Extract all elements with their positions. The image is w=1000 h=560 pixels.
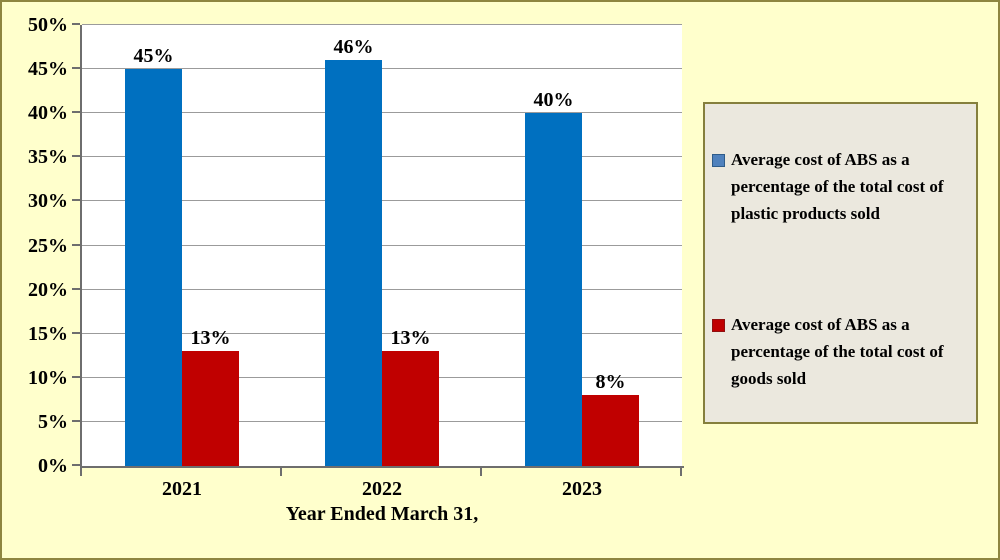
y-tick-label: 10% [28,366,68,389]
x-tick-label: 2023 [562,478,602,500]
bar-blue-2023 [525,113,582,466]
y-tick-label: 20% [28,278,68,301]
gridline [82,244,682,246]
gridline [82,112,682,114]
y-tick-label: 0% [38,455,68,477]
x-axis-tick [680,468,682,476]
y-axis-tick [72,331,80,334]
gridline [82,332,682,334]
gridline [82,200,682,202]
gridline [82,288,682,290]
x-axis-tick [480,468,482,476]
gridline [82,156,682,158]
y-axis-tick [72,243,80,246]
y-tick-label: 35% [28,146,68,169]
bar-value-label: 45% [133,45,174,68]
bar-value-label: 13% [190,327,231,350]
y-tick-label: 45% [28,58,68,81]
y-tick-label: 50% [28,14,68,36]
bar-value-label: 40% [533,89,574,112]
bar-blue-2022 [325,60,382,466]
y-axis-tick [72,111,80,114]
x-tick-label: 2021 [162,478,202,500]
legend-label-goods-sold: Average cost of ABS as a percentage of t… [731,315,944,388]
legend-marker-blue-square-icon [712,154,725,167]
legend-item-plastic-products: Average cost of ABS as a percentage of t… [712,146,974,227]
bar-value-label: 8% [595,371,626,394]
y-tick-label: 40% [28,102,68,125]
gridline [82,68,682,70]
y-tick-label: 15% [28,322,68,345]
y-axis-tick [72,155,80,158]
gridline [82,24,682,25]
legend-label-plastic-products: Average cost of ABS as a percentage of t… [731,150,944,223]
x-tick-label: 2022 [362,478,402,500]
x-axis-title: Year Ended March 31, [285,503,479,525]
y-axis-tick [72,23,80,25]
y-axis-tick [72,287,80,290]
bar-red-2023 [582,395,639,466]
y-tick-label: 5% [38,410,68,433]
bar-blue-2021 [125,69,182,466]
bar-value-label: 46% [333,36,374,59]
x-axis-tick [280,468,282,476]
x-axis-line [80,466,684,468]
legend-item-goods-sold: Average cost of ABS as a percentage of t… [712,311,974,392]
y-tick-label: 25% [28,234,68,257]
y-axis-tick [72,464,80,466]
legend: Average cost of ABS as a percentage of t… [703,102,978,424]
legend-marker-red-square-icon [712,319,725,332]
bar-red-2022 [382,351,439,466]
bar-value-label: 13% [390,327,431,350]
x-axis-tick [80,468,82,476]
y-axis-tick [72,67,80,70]
y-axis-tick [72,419,80,422]
y-axis-tick [72,375,80,378]
y-axis-tick [72,199,80,202]
y-axis-line [80,25,82,466]
y-tick-label: 30% [28,190,68,213]
bar-red-2021 [182,351,239,466]
